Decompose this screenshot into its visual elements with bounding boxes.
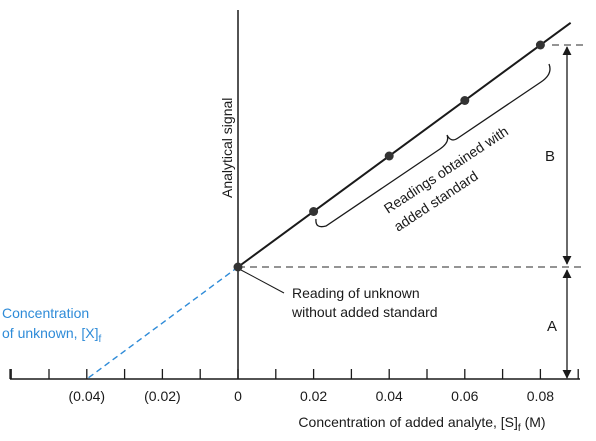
segment-b-label: B	[545, 148, 555, 165]
x-tick-label: 0	[234, 388, 242, 404]
y-axis-label: Analytical signal	[219, 98, 235, 198]
segment-a-label: A	[547, 318, 557, 335]
unknown-reading-leader	[240, 269, 285, 294]
data-point	[460, 96, 470, 105]
data-point	[309, 207, 319, 216]
x-tick-label: (0.02)	[144, 388, 181, 404]
regression-line	[237, 21, 572, 268]
unknown-concentration-label-line1: Concentration	[2, 305, 89, 321]
unknown-reading-label-line2: without added standard	[291, 304, 438, 320]
x-axis-label: Concentration of added analyte, [S]f (M)	[298, 414, 545, 434]
data-point	[535, 40, 545, 50]
x-axis-label-unit: (M)	[521, 414, 546, 430]
x-tick-label: (0.04)	[69, 388, 106, 404]
x-tick-label: 0.06	[451, 388, 478, 404]
data-point	[233, 262, 243, 272]
x-tick-label: 0.08	[527, 388, 554, 404]
unknown-concentration-label-line2: of unknown, [X]f	[2, 325, 102, 345]
unknown-concentration-main: of unknown, [X]	[2, 325, 99, 341]
unknown-reading-label-line1: Reading of unknown	[292, 285, 420, 301]
unknown-concentration-sub: f	[99, 334, 102, 345]
readings-brace	[315, 63, 551, 228]
data-point	[384, 151, 394, 161]
x-axis-label-main: Concentration of added analyte, [S]	[298, 414, 517, 430]
x-tick-label: 0.04	[376, 388, 403, 404]
x-tick-label: 0.02	[300, 388, 327, 404]
x-axis-label-sub: f	[518, 423, 521, 434]
extrapolation-line	[86, 266, 239, 380]
